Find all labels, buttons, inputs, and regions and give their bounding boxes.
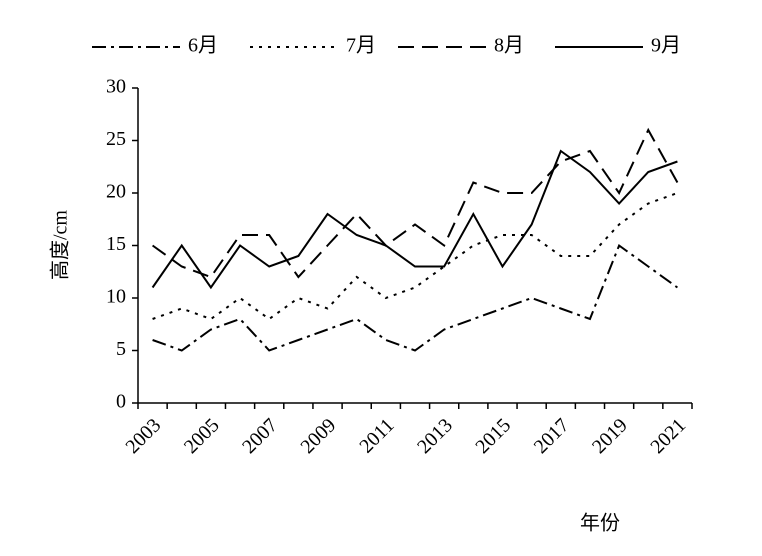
series-line xyxy=(151,127,679,279)
legend-label: 7月 xyxy=(346,35,376,57)
y-axis-label: 高度/cm xyxy=(49,210,72,280)
x-tick-label: 2013 xyxy=(413,414,457,458)
series-line xyxy=(151,149,678,290)
y-tick-label: 0 xyxy=(116,391,126,413)
x-tick-label: 2003 xyxy=(122,414,166,458)
x-tick-label: 2015 xyxy=(471,414,515,458)
y-tick-label: 10 xyxy=(106,286,126,308)
y-tick-label: 25 xyxy=(106,128,126,150)
y-tick-label: 15 xyxy=(106,233,126,255)
series-line xyxy=(152,192,678,321)
x-tick-label: 2005 xyxy=(180,414,224,458)
legend-label: 9月 xyxy=(651,35,681,57)
x-tick-label: 2017 xyxy=(530,414,574,458)
series-line xyxy=(152,243,679,352)
x-axis-label: 年份 xyxy=(580,512,620,535)
y-tick-label: 5 xyxy=(116,338,126,360)
x-tick-label: 2009 xyxy=(296,414,340,458)
y-tick-label: 20 xyxy=(106,181,126,203)
legend-label: 8月 xyxy=(494,35,524,57)
y-tick-label: 30 xyxy=(106,76,126,98)
legend-label: 6月 xyxy=(188,35,218,57)
x-tick-label: 2007 xyxy=(238,414,282,458)
x-tick-label: 2019 xyxy=(588,414,632,458)
x-tick-label: 2021 xyxy=(646,414,690,458)
x-tick-label: 2011 xyxy=(355,414,398,457)
